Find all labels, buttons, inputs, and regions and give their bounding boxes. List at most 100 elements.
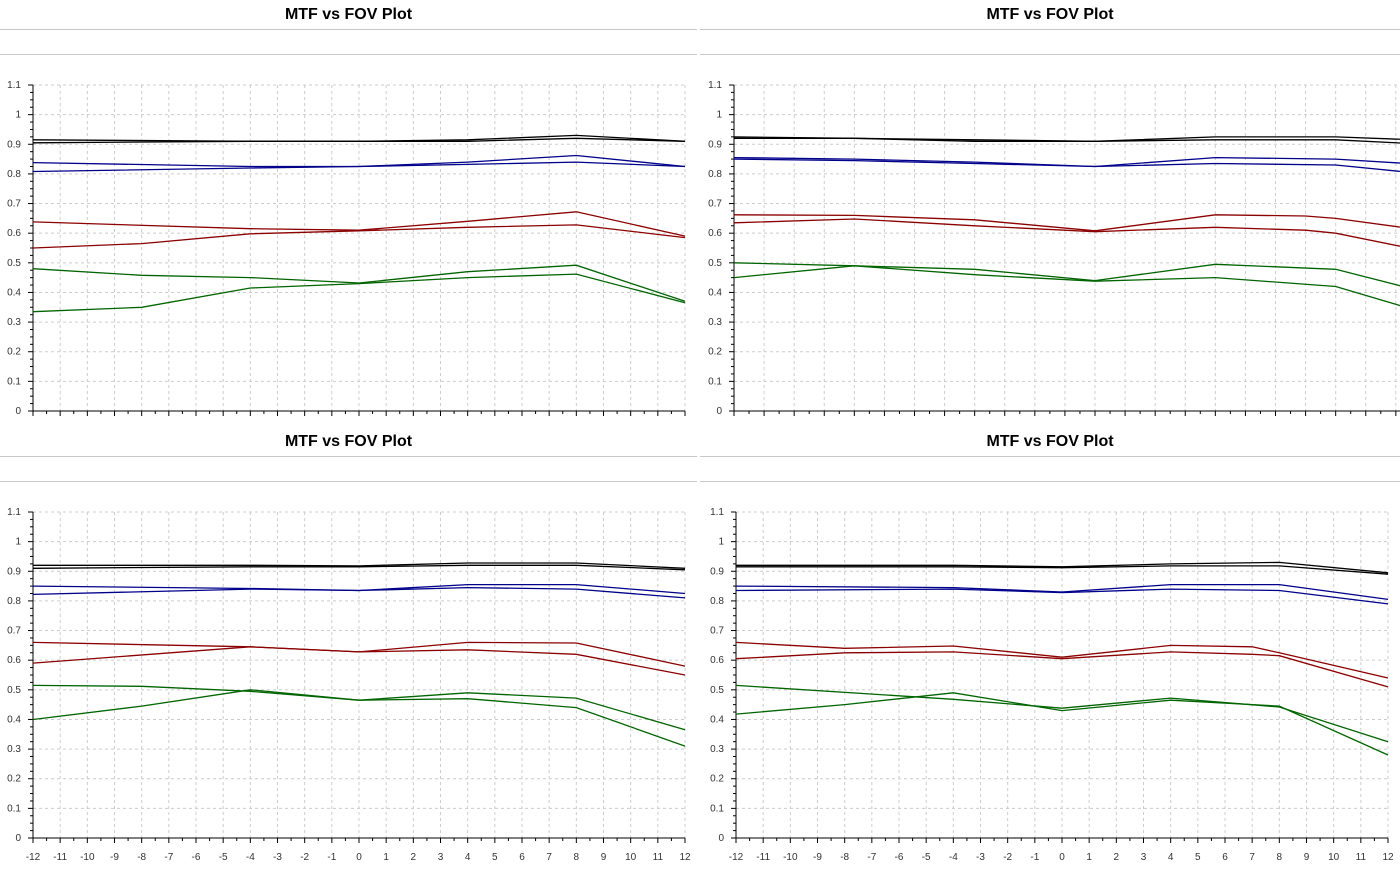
x-tick-label: 12 xyxy=(1382,852,1394,863)
x-tick-label: 10 xyxy=(1328,852,1340,863)
series-line-black xyxy=(32,137,686,144)
x-tick-label: -11 xyxy=(757,425,771,426)
x-tick-label: -2 xyxy=(300,425,309,426)
x-tick-label: 2 xyxy=(411,852,417,863)
y-tick-label: 1.1 xyxy=(7,507,21,518)
x-tick-label: 1 xyxy=(383,425,389,426)
series-line-red xyxy=(733,218,1400,247)
x-tick-label: -5 xyxy=(940,425,949,426)
y-tick-label: 1 xyxy=(716,110,722,121)
y-tick-label: 0.5 xyxy=(708,258,722,269)
y-tick-label: 0.7 xyxy=(7,199,21,210)
x-tick-label: -7 xyxy=(880,425,889,426)
y-tick-label: 1.1 xyxy=(710,507,724,518)
y-tick-label: 0.7 xyxy=(7,626,21,637)
x-tick-label: 6 xyxy=(1222,852,1228,863)
x-tick-label: -12 xyxy=(26,852,41,863)
grid xyxy=(32,84,686,412)
x-tick-label: -5 xyxy=(219,425,228,426)
x-tick-label: -4 xyxy=(246,852,255,863)
x-tick-label: 4 xyxy=(1168,852,1174,863)
series-line-red xyxy=(735,651,1389,688)
y-tick-label: 1 xyxy=(15,110,21,121)
y-tick-label: 0 xyxy=(718,833,724,844)
chart-panel-top-right: MTF vs FOV Plot 0 0.1 0.2 0.3 0.4 0.5 0.6 0.7 0.… xyxy=(700,0,1400,426)
x-tick-label: 6 xyxy=(1273,425,1279,426)
x-tick-label: -9 xyxy=(813,852,822,863)
series-line-black xyxy=(32,564,686,571)
x-tick-label: 3 xyxy=(438,852,444,863)
title-divider xyxy=(0,456,697,457)
x-tick-label: -3 xyxy=(273,425,282,426)
x-tick-label: 10 xyxy=(1390,425,1400,426)
x-tick-label: -10 xyxy=(787,425,802,426)
y-tick-label: 0.4 xyxy=(7,714,21,725)
x-tick-label: 1 xyxy=(383,852,389,863)
x-tick-label: -1 xyxy=(327,852,336,863)
x-tick-label: -1 xyxy=(1060,425,1069,426)
y-tick-label: 0.7 xyxy=(710,626,724,637)
x-tick-label: 0 xyxy=(1092,425,1098,426)
x-tick-label: -12 xyxy=(729,852,744,863)
x-tick-label: 6 xyxy=(519,425,525,426)
chart-title: MTF vs FOV Plot xyxy=(986,433,1114,450)
x-tick-label: 3 xyxy=(1182,425,1188,426)
x-tick-label: -4 xyxy=(949,852,958,863)
x-tick-label: -3 xyxy=(273,852,282,863)
series-line-blue xyxy=(735,588,1389,605)
y-tick-label: 0.4 xyxy=(7,287,21,298)
x-tick-label: 1 xyxy=(1086,852,1092,863)
chart-plot: 00.10.20.30.40.50.60.70.80.911.1-12-11-1… xyxy=(710,507,1394,863)
x-tick-label: -11 xyxy=(53,852,67,863)
x-tick-label: 3 xyxy=(1141,852,1147,863)
chart-panel-bottom-left: MTF vs FOV Plot 0 0.1 0.2 0.3 0.4 0.5 0.6 0.7 0.… xyxy=(0,427,697,876)
y-tick-label: 0.1 xyxy=(7,376,21,387)
y-tick-label: 0.1 xyxy=(710,803,724,814)
grid xyxy=(735,511,1389,839)
x-tick-label: 11 xyxy=(1356,852,1367,863)
x-tick-label: 11 xyxy=(653,852,664,863)
x-tick-label: -1 xyxy=(327,425,336,426)
series-line-blue xyxy=(32,586,686,599)
x-tick-label: 1 xyxy=(1122,425,1128,426)
x-tick-label: 7 xyxy=(1303,425,1309,426)
y-tick-label: 0.5 xyxy=(7,258,21,269)
x-tick-label: 5 xyxy=(492,425,498,426)
series-line-red xyxy=(32,641,686,667)
x-tick-label: 7 xyxy=(546,425,552,426)
x-tick-label: 9 xyxy=(601,852,607,863)
x-tick-label: -6 xyxy=(910,425,919,426)
header-divider xyxy=(700,481,1400,482)
x-tick-label: 5 xyxy=(492,852,498,863)
x-tick-label: -4 xyxy=(970,425,979,426)
y-tick-label: 0.2 xyxy=(7,347,21,358)
x-tick-label: -6 xyxy=(192,425,201,426)
x-tick-label: 7 xyxy=(1249,852,1255,863)
x-tick-label: -9 xyxy=(110,852,119,863)
y-tick-label: 0.6 xyxy=(710,655,724,666)
x-tick-label: 8 xyxy=(1277,852,1283,863)
series-line-black xyxy=(733,136,1400,142)
x-tick-label: 12 xyxy=(679,425,691,426)
x-tick-label: 8 xyxy=(1333,425,1339,426)
x-tick-label: -10 xyxy=(80,425,95,426)
y-tick-label: 0.4 xyxy=(710,714,724,725)
series-line-red xyxy=(32,224,686,249)
grid xyxy=(733,84,1400,412)
y-tick-label: 0 xyxy=(15,833,21,844)
y-tick-label: 0.2 xyxy=(710,774,724,785)
x-tick-label: 12 xyxy=(679,852,691,863)
series-line-blue xyxy=(735,583,1389,601)
x-tick-label: 2 xyxy=(1114,852,1120,863)
series-line-black xyxy=(736,561,1389,574)
y-tick-label: 0.1 xyxy=(708,376,722,387)
chart-panel-bottom-right: MTF vs FOV Plot 0 0.1 0.2 0.3 0.4 0.5 0.6 0.7 0.… xyxy=(700,427,1400,876)
y-tick-label: 0.6 xyxy=(7,655,21,666)
header-divider xyxy=(0,481,697,482)
y-tick-label: 0.9 xyxy=(710,566,724,577)
y-tick-label: 0.3 xyxy=(710,744,724,755)
x-tick-label: -1 xyxy=(1030,852,1039,863)
chart-plot: 00.10.20.30.40.50.60.70.80.911.1-12-11-1… xyxy=(708,80,1400,426)
x-tick-label: -5 xyxy=(922,852,931,863)
x-tick-label: -2 xyxy=(300,852,309,863)
